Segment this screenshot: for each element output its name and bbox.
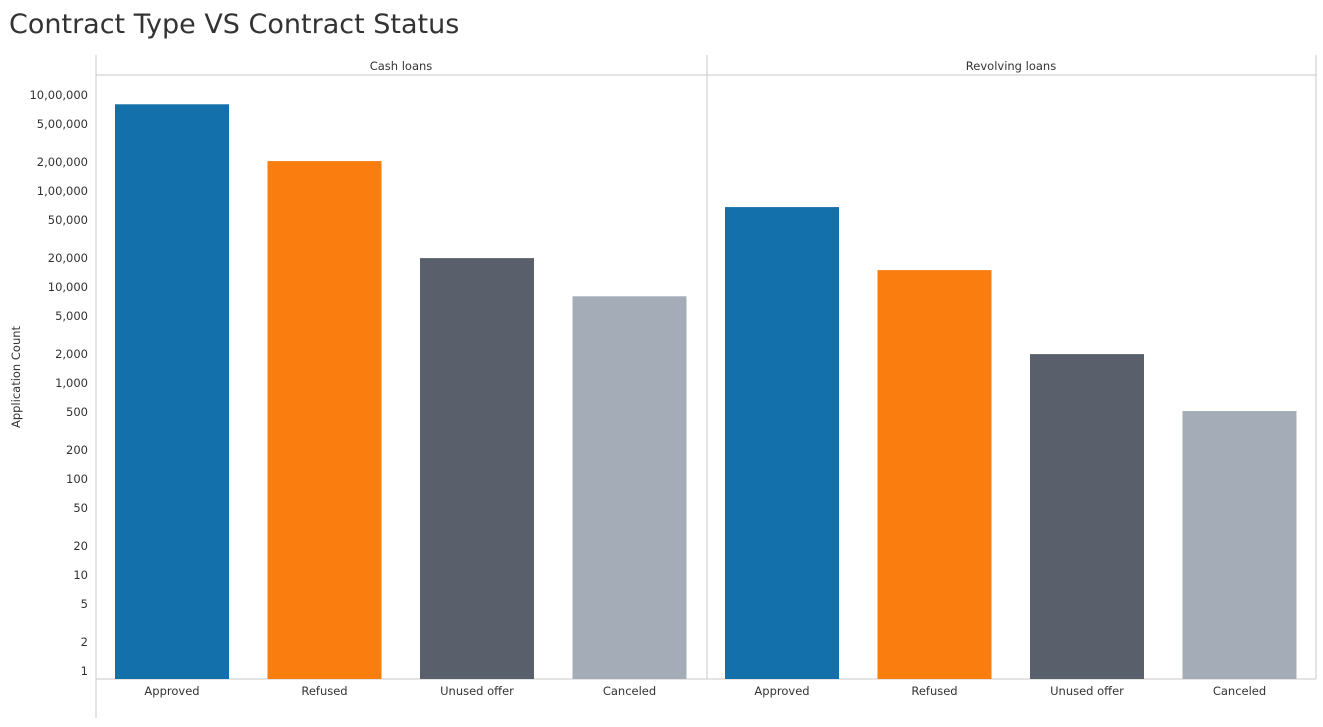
x-tick-label: Refused [911, 684, 957, 698]
y-tick-label: 1 [81, 664, 88, 678]
y-tick-label: 2,000 [55, 347, 88, 361]
y-tick-label: 20,000 [48, 251, 88, 265]
x-tick-label: Unused offer [440, 684, 514, 698]
x-tick-label: Unused offer [1050, 684, 1124, 698]
y-tick-label: 20 [73, 539, 88, 553]
y-tick-label: 1,00,000 [37, 184, 88, 198]
y-tick-label: 2,00,000 [37, 155, 88, 169]
y-tick-label: 500 [66, 405, 88, 419]
y-tick-label: 2 [81, 635, 88, 649]
y-axis-title: Application Count [9, 325, 23, 428]
y-tick-label: 5,00,000 [37, 117, 88, 131]
x-tick-label: Refused [301, 684, 347, 698]
y-tick-label: 100 [66, 472, 88, 486]
panel-header-revolving-loans: Revolving loans [966, 59, 1056, 73]
bar-cash-loans-unused-offer [420, 258, 534, 679]
bar-revolving-loans-refused [877, 270, 992, 679]
y-tick-label: 200 [66, 443, 88, 457]
x-tick-label: Approved [754, 684, 809, 698]
y-tick-label: 50 [73, 501, 88, 515]
y-tick-label: 5 [81, 597, 88, 611]
y-tick-label: 1,000 [55, 376, 88, 390]
x-tick-label: Canceled [603, 684, 656, 698]
y-tick-label: 10,000 [48, 280, 88, 294]
y-tick-label: 50,000 [48, 213, 88, 227]
bar-cash-loans-approved [115, 104, 229, 680]
panel-header-cash-loans: Cash loans [370, 59, 433, 73]
x-tick-label: Approved [144, 684, 199, 698]
x-tick-label: Canceled [1213, 684, 1266, 698]
y-tick-label: 10 [73, 568, 88, 582]
bar-cash-loans-refused [267, 161, 382, 679]
chart-title: Contract Type VS Contract Status [9, 9, 460, 40]
bar-cash-loans-canceled [572, 296, 687, 679]
bar-revolving-loans-approved [725, 207, 839, 679]
bar-revolving-loans-unused-offer [1030, 354, 1144, 679]
y-tick-label: 5,000 [55, 309, 88, 323]
y-tick-label: 10,00,000 [29, 88, 88, 102]
bar-revolving-loans-canceled [1182, 411, 1297, 679]
